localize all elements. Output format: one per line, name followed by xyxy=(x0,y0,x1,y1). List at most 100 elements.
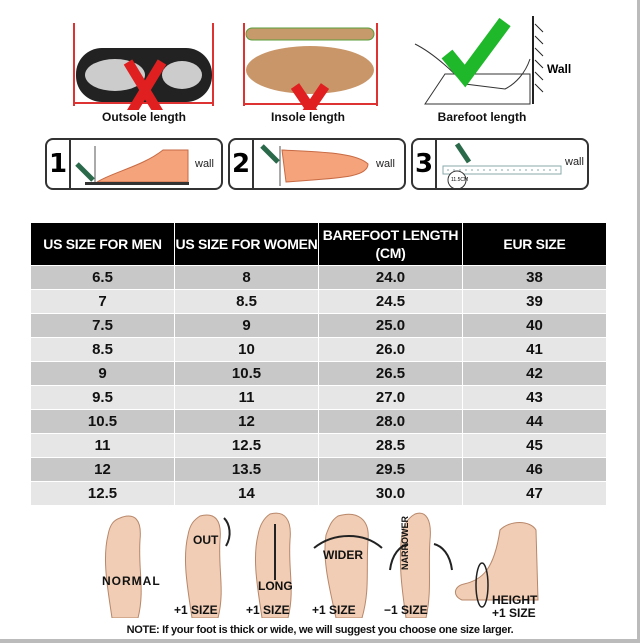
cell-barefoot-length: 28.0 xyxy=(318,409,463,434)
cell-eur-size: 46 xyxy=(462,457,607,482)
cell-barefoot-length: 27.0 xyxy=(318,385,463,410)
outsole-label: Outsole length xyxy=(102,110,186,124)
wall-label: Wall xyxy=(547,62,572,76)
cross-icon xyxy=(123,59,167,121)
step-number: 2 xyxy=(230,140,254,188)
check-icon xyxy=(441,17,511,88)
foot-out-icon xyxy=(184,514,231,618)
cell-eur-size: 39 xyxy=(462,289,607,314)
cell-us-men: 9 xyxy=(30,361,175,386)
foot-top-icon xyxy=(260,144,369,186)
cell-eur-size: 41 xyxy=(462,337,607,362)
foot-types-illustration xyxy=(104,512,539,618)
table-row: 11 12.5 28.5 45 xyxy=(30,433,607,458)
cell-eur-size: 40 xyxy=(462,313,607,338)
table-row: 8.5 10 26.0 41 xyxy=(30,337,607,362)
cell-eur-size: 42 xyxy=(462,361,607,386)
foot-label-normal: NORMAL xyxy=(102,574,161,588)
cell-us-women: 9 xyxy=(174,313,319,338)
cell-eur-size: 43 xyxy=(462,385,607,410)
cell-us-men: 7 xyxy=(30,289,175,314)
cell-us-women: 10 xyxy=(174,337,319,362)
cell-eur-size: 44 xyxy=(462,409,607,434)
cell-us-women: 14 xyxy=(174,481,319,506)
table-row: 7.5 9 25.0 40 xyxy=(30,313,607,338)
cell-us-men: 12.5 xyxy=(30,481,175,506)
foot-height-icon xyxy=(455,522,539,608)
step-1: 1 wall xyxy=(45,138,223,190)
cell-barefoot-length: 24.5 xyxy=(318,289,463,314)
table-row: 6.5 8 24.0 38 xyxy=(30,265,607,290)
foot-label-out: OUT xyxy=(193,533,219,547)
cell-us-men: 6.5 xyxy=(30,265,175,290)
foot-size-height: +1 SIZE xyxy=(492,606,536,620)
table-row: 9.5 11 27.0 43 xyxy=(30,385,607,410)
cell-barefoot-length: 25.0 xyxy=(318,313,463,338)
insole-icon xyxy=(243,23,378,133)
ruler-label: 11.5CM xyxy=(451,177,469,183)
cell-us-women: 11 xyxy=(174,385,319,410)
header-us-women: US SIZE FOR WOMEN xyxy=(174,222,319,266)
cell-us-men: 9.5 xyxy=(30,385,175,410)
insole-label: Insole length xyxy=(270,110,345,124)
step-number: 3 xyxy=(413,140,437,188)
foot-label-narrower: NARROWER xyxy=(400,516,410,570)
cell-us-women: 10.5 xyxy=(174,361,319,386)
size-table: US SIZE FOR MEN US SIZE FOR WOMEN BAREFO… xyxy=(30,222,607,506)
cell-us-women: 13.5 xyxy=(174,457,319,482)
cell-us-men: 10.5 xyxy=(30,409,175,434)
step-number: 1 xyxy=(47,140,71,188)
header-barefoot-length: BAREFOOT LENGTH (CM) xyxy=(318,222,463,266)
cell-us-women: 8 xyxy=(174,265,319,290)
wall-label: wall xyxy=(195,158,214,170)
table-row: 9 10.5 26.5 42 xyxy=(30,361,607,386)
foot-wider-icon xyxy=(313,513,383,618)
cell-us-men: 8.5 xyxy=(30,337,175,362)
foot-label-height: HEIGHT xyxy=(492,593,538,607)
barefoot-label: Barefoot length xyxy=(437,110,527,124)
right-edge xyxy=(637,0,640,643)
foot-side-icon xyxy=(75,146,189,185)
cell-barefoot-length: 26.5 xyxy=(318,361,463,386)
cell-us-men: 12 xyxy=(30,457,175,482)
cell-us-men: 11 xyxy=(30,433,175,458)
table-row: 12 13.5 29.5 46 xyxy=(30,457,607,482)
cell-us-men: 7.5 xyxy=(30,313,175,338)
bottom-edge xyxy=(0,639,640,643)
header-us-men: US SIZE FOR MEN xyxy=(30,222,175,266)
foot-long-icon xyxy=(254,512,292,618)
cell-us-women: 8.5 xyxy=(174,289,319,314)
foot-size-out: +1 SIZE xyxy=(174,603,218,617)
insole-illustration xyxy=(240,18,380,133)
cell-eur-size: 45 xyxy=(462,433,607,458)
cell-us-women: 12 xyxy=(174,409,319,434)
foot-narrower-icon xyxy=(389,512,453,618)
wall-label: wall xyxy=(376,158,395,170)
cell-barefoot-length: 28.5 xyxy=(318,433,463,458)
step-2: 2 wall xyxy=(228,138,406,190)
foot-normal-icon xyxy=(104,515,142,618)
cell-eur-size: 47 xyxy=(462,481,607,506)
barefoot-illustration: Wall xyxy=(405,14,575,110)
table-row: 7 8.5 24.5 39 xyxy=(30,289,607,314)
cell-barefoot-length: 24.0 xyxy=(318,265,463,290)
cell-barefoot-length: 26.0 xyxy=(318,337,463,362)
step-3: 3 11.5CM wall xyxy=(411,138,589,190)
header-eur-size: EUR SIZE xyxy=(462,222,607,266)
foot-size-narrower: −1 SIZE xyxy=(384,603,428,617)
cell-eur-size: 38 xyxy=(462,265,607,290)
foot-size-long: +1 SIZE xyxy=(246,603,290,617)
note-text: NOTE: If your foot is thick or wide, we … xyxy=(126,624,514,636)
foot-label-long: LONG xyxy=(258,579,293,593)
cell-us-women: 12.5 xyxy=(174,433,319,458)
foot-label-wider: WIDER xyxy=(323,548,363,562)
table-header-row: US SIZE FOR MEN US SIZE FOR WOMEN BAREFO… xyxy=(30,222,607,266)
foot-size-wider: +1 SIZE xyxy=(312,603,356,617)
table-row: 10.5 12 28.0 44 xyxy=(30,409,607,434)
wall-label: wall xyxy=(565,156,584,168)
outsole-sole-icon xyxy=(73,23,214,121)
cell-barefoot-length: 30.0 xyxy=(318,481,463,506)
cell-barefoot-length: 29.5 xyxy=(318,457,463,482)
table-row: 12.5 14 30.0 47 xyxy=(30,481,607,506)
ruler-icon xyxy=(442,142,562,188)
